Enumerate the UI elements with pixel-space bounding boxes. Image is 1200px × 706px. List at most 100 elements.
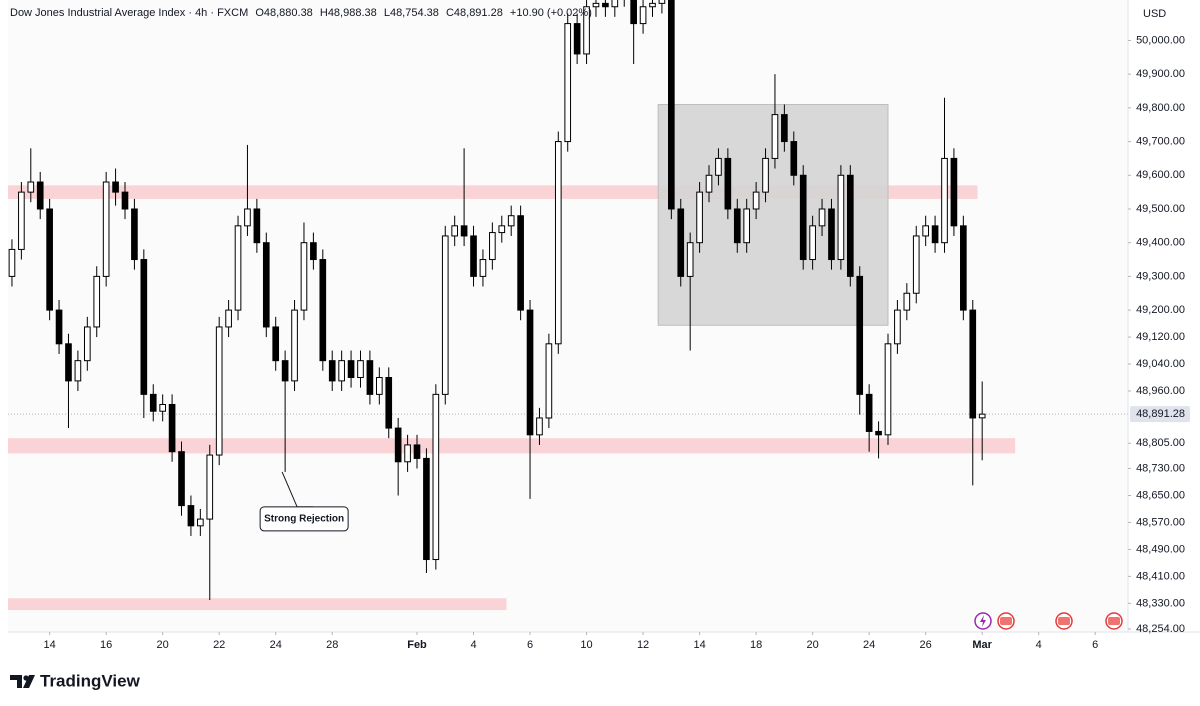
candle-body	[686, 242, 694, 277]
x-tick-label: 28	[326, 639, 338, 651]
y-tick-label: 49,300.00	[1136, 270, 1185, 282]
y-tick-label: 48,960.00	[1136, 385, 1185, 397]
candle-body	[894, 309, 901, 345]
candle-body	[677, 208, 685, 277]
candle-body	[884, 343, 892, 436]
x-tick-label: 26	[920, 639, 932, 651]
candle-body	[696, 191, 703, 244]
candle-body	[140, 259, 148, 395]
candle-body	[489, 232, 496, 261]
candle-body	[404, 444, 411, 463]
candle-body	[856, 275, 864, 395]
candle-body	[743, 208, 751, 244]
open-label: O48,880.38	[255, 7, 313, 19]
x-tick-label: Feb	[407, 639, 427, 651]
candle-body	[74, 360, 82, 382]
y-tick-label: 50,000.00	[1136, 34, 1185, 46]
x-tick-label: 14	[693, 639, 705, 651]
candle-body	[724, 157, 732, 210]
candle-body	[950, 157, 958, 227]
candle-body	[441, 235, 449, 395]
y-tick-label: 48,570.00	[1136, 516, 1185, 528]
candle-body	[432, 393, 440, 561]
candle-body	[752, 191, 760, 210]
candle-body	[592, 2, 600, 8]
candle-body	[931, 225, 939, 244]
candle-body	[149, 393, 157, 412]
x-tick-label: 6	[527, 639, 533, 651]
x-tick-label: 4	[1036, 639, 1042, 651]
event-icons	[974, 612, 1123, 630]
candle-body	[328, 360, 336, 382]
candle-body	[875, 430, 882, 436]
candle-body	[338, 360, 345, 382]
candle-body	[554, 141, 562, 345]
x-tick-label: Mar	[972, 639, 992, 651]
y-tick-label: 48,730.00	[1136, 462, 1185, 474]
candle-body	[658, 0, 666, 4]
candle-body	[639, 6, 647, 25]
logo-mark	[10, 675, 22, 688]
candle-body	[93, 275, 101, 328]
candle-body	[837, 174, 845, 261]
symbol-title: Dow Jones Industrial Average Index · 4h …	[10, 7, 248, 19]
candle-body	[36, 181, 44, 210]
close-label: C48,891.28	[446, 7, 503, 19]
candle-body	[215, 326, 223, 456]
candle-body	[941, 157, 948, 244]
candle-body	[244, 208, 251, 227]
change-label: +10.90 (+0.02%)	[510, 7, 592, 19]
candle-body	[65, 343, 72, 382]
candle-body	[27, 181, 35, 193]
y-tick-label: 48,650.00	[1136, 489, 1185, 501]
candle-body	[319, 259, 327, 362]
zone	[8, 598, 507, 611]
candle-body	[366, 360, 374, 395]
x-tick-label: 10	[580, 639, 592, 651]
candle-body	[300, 242, 308, 311]
candle-body	[121, 191, 129, 210]
y-tick-label: 49,500.00	[1136, 203, 1185, 215]
header: Dow Jones Industrial Average Index · 4h …	[10, 7, 592, 19]
event-icon-glyph	[1000, 617, 1012, 625]
low-label: L48,754.38	[384, 7, 439, 19]
candle-body	[715, 157, 722, 176]
candle-body	[197, 518, 204, 527]
logo-mark	[23, 675, 35, 688]
candle-body	[272, 326, 280, 362]
y-tick-label: 49,800.00	[1136, 102, 1185, 114]
event-icon-glyph	[1058, 617, 1070, 625]
candle-body	[668, 0, 675, 210]
candle-body	[178, 451, 185, 507]
candle-body	[423, 457, 430, 561]
candle-body	[733, 208, 741, 244]
candle-body	[291, 309, 298, 382]
y-tick-label: 48,805.00	[1136, 437, 1185, 449]
candle-body	[187, 505, 195, 527]
y-tick-label: 48,490.00	[1136, 543, 1185, 555]
candle-body	[630, 0, 637, 25]
candle-body	[903, 292, 911, 311]
candle-body	[451, 225, 459, 237]
candle-body	[159, 403, 166, 412]
x-tick-label: 20	[807, 639, 819, 651]
y-tick-label: 49,600.00	[1136, 169, 1185, 181]
candle-body	[978, 413, 986, 419]
y-tick-label: 49,400.00	[1136, 237, 1185, 249]
candle-body	[234, 225, 242, 311]
candle-body	[310, 242, 317, 261]
candle-body	[809, 225, 816, 261]
candle-body	[225, 309, 232, 328]
y-tick-label: 49,200.00	[1136, 304, 1185, 316]
callout-box	[259, 506, 349, 532]
candle-body	[865, 393, 873, 432]
candle-body	[912, 235, 920, 294]
y-tick-label: 49,040.00	[1136, 358, 1185, 370]
candle-body	[131, 208, 138, 261]
candle-body	[8, 248, 16, 277]
candle-body	[771, 114, 779, 159]
x-tick-label: 12	[637, 639, 649, 651]
y-tick-label: 49,900.00	[1136, 68, 1185, 80]
candle-body	[705, 174, 713, 193]
candle-body	[55, 309, 63, 345]
